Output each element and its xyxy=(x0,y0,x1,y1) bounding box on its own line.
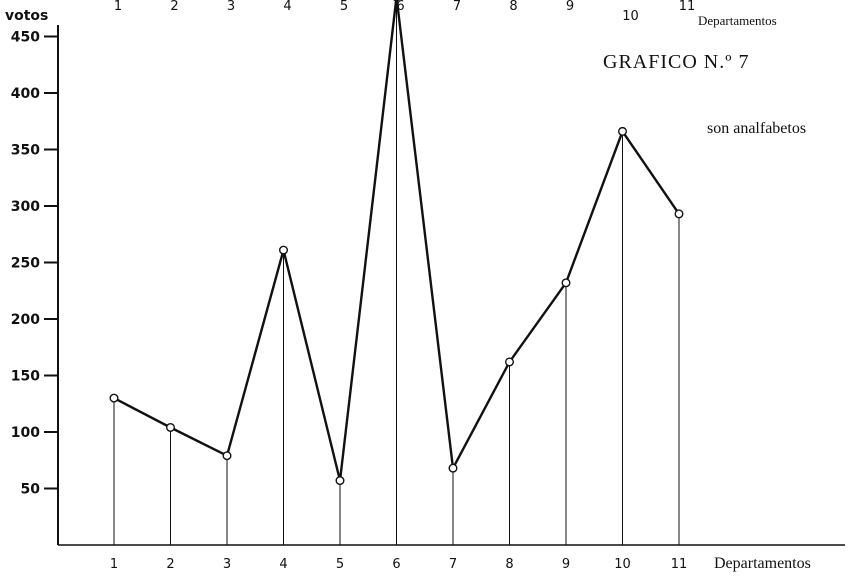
y-tick-label: 400 xyxy=(11,86,40,102)
data-point xyxy=(393,0,400,2)
x-axis-label: Departamentos xyxy=(714,555,811,572)
data-point xyxy=(618,126,628,136)
y-tick-label: 300 xyxy=(11,199,40,215)
top-x-tick-labels: 1 2 3 4 5 6 7 8 9 10 11 xyxy=(114,0,695,24)
data-point xyxy=(674,209,684,219)
top-x-tick-label: 11 xyxy=(679,0,696,14)
top-x-tick-label: 4 xyxy=(283,0,291,14)
chart-subtitle: son analfabetos xyxy=(707,120,806,137)
data-point xyxy=(222,451,232,461)
y-tick-label: 100 xyxy=(11,425,40,441)
y-tick-label: 50 xyxy=(21,482,41,498)
x-tick-label: 1 xyxy=(110,557,118,572)
chart-title: GRAFICO N.º 7 xyxy=(603,51,749,73)
top-x-tick-label: 2 xyxy=(170,0,178,14)
data-point xyxy=(279,245,289,255)
top-x-tick-label: 9 xyxy=(566,0,574,14)
x-tick-label: 6 xyxy=(392,557,400,572)
data-point xyxy=(448,463,458,473)
y-tick-label: 150 xyxy=(11,369,40,385)
data-points xyxy=(109,0,684,486)
x-tick-label: 10 xyxy=(614,557,631,572)
top-x-tick-label: 8 xyxy=(509,0,517,14)
x-tick-label: 5 xyxy=(336,557,344,572)
x-tick-label: 3 xyxy=(223,557,231,572)
x-tick-label: 9 xyxy=(562,557,570,572)
x-tick-label: 8 xyxy=(505,557,513,572)
top-x-tick-label: 3 xyxy=(227,0,235,14)
top-x-tick-label: 1 xyxy=(114,0,122,14)
x-tick-label: 11 xyxy=(671,557,688,572)
x-tick-labels: 1 2 3 4 5 6 7 8 9 10 11 xyxy=(110,557,687,572)
data-point xyxy=(109,393,119,403)
y-ticks: 450 400 350 300 250 200 150 100 50 xyxy=(11,30,58,498)
x-tick-label: 2 xyxy=(166,557,174,572)
top-x-tick-label: 5 xyxy=(340,0,348,14)
series-line xyxy=(113,0,680,482)
top-x-tick-label: 10 xyxy=(622,9,639,24)
y-tick-label: 350 xyxy=(11,143,40,159)
data-point xyxy=(561,278,571,288)
data-point xyxy=(505,357,515,367)
top-x-tick-label: 6 xyxy=(396,0,404,14)
data-point xyxy=(165,422,175,432)
data-point xyxy=(335,476,345,486)
y-axis-label: votos xyxy=(5,8,48,24)
top-x-axis-label: Departamentos xyxy=(698,13,777,28)
drop-lines xyxy=(113,0,680,545)
y-tick-label: 450 xyxy=(11,30,40,46)
y-tick-label: 200 xyxy=(11,312,40,328)
y-tick-label: 250 xyxy=(11,256,40,272)
x-tick-label: 7 xyxy=(449,557,457,572)
x-tick-label: 4 xyxy=(279,557,287,572)
top-x-tick-label: 7 xyxy=(453,0,461,14)
